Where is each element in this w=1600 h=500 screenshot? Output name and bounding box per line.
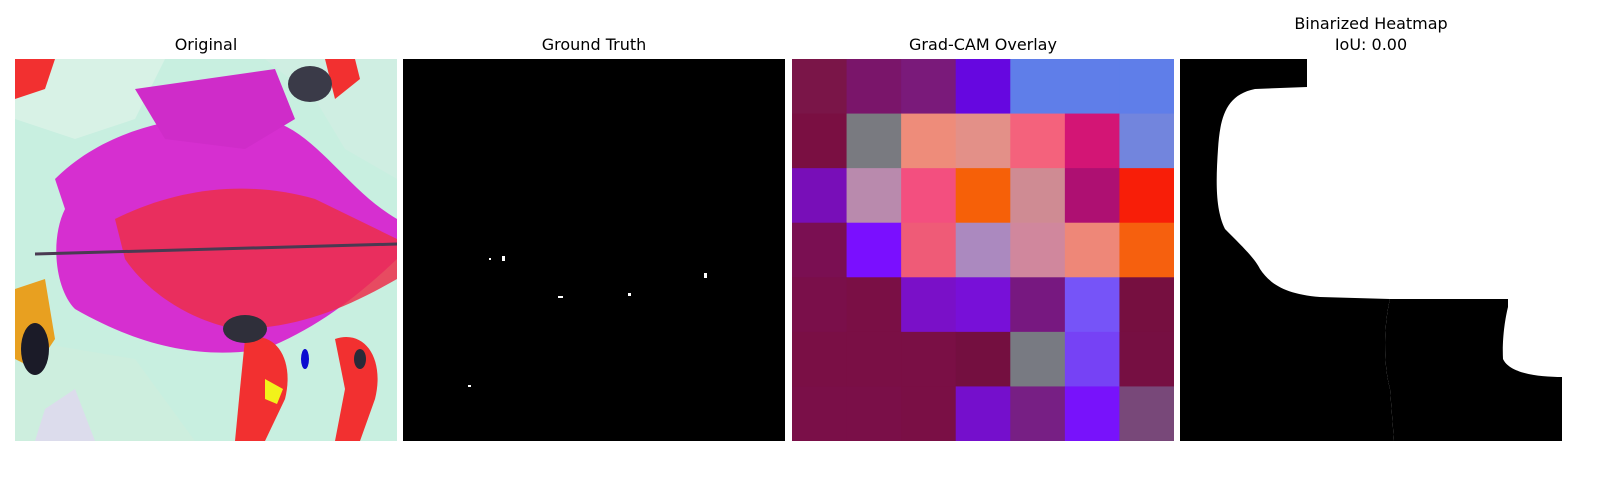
ground-truth-panel: Ground Truth (403, 0, 785, 500)
gradcam-cell (1119, 277, 1174, 333)
gradcam-cell (955, 168, 1011, 224)
gradcam-cell (1119, 113, 1174, 169)
gradcam-cell (901, 168, 957, 224)
binarized-heatmap-image (1180, 59, 1562, 441)
gradcam-cell (1064, 222, 1120, 278)
binarized-panel: Binarized Heatmap IoU: 0.00 (1180, 0, 1562, 500)
gradcam-cell (1010, 331, 1066, 387)
gradcam-cell (1010, 113, 1066, 169)
gradcam-cell (1064, 277, 1120, 333)
original-panel: Original (15, 0, 397, 500)
gradcam-cell (846, 386, 902, 441)
gradcam-cell (1064, 113, 1120, 169)
gradcam-cell (1064, 59, 1120, 115)
gradcam-cell (955, 222, 1011, 278)
gradcam-cell (1010, 59, 1066, 115)
gradcam-cell (1010, 386, 1066, 441)
gradcam-cell (1064, 386, 1120, 441)
gradcam-cell (1010, 277, 1066, 333)
gradcam-cell (1119, 59, 1174, 115)
gradcam-cell (792, 386, 848, 441)
gradcam-cell (792, 222, 848, 278)
original-title: Original (174, 35, 238, 54)
ground-truth-title: Ground Truth (541, 35, 647, 54)
gradcam-cell (901, 331, 957, 387)
gradcam-cell (846, 59, 902, 115)
gradcam-cell (955, 113, 1011, 169)
gradcam-cell (846, 222, 902, 278)
gradcam-cell (846, 331, 902, 387)
original-image (15, 59, 397, 441)
gradcam-cell (792, 331, 848, 387)
gradcam-cell (1119, 331, 1174, 387)
gradcam-cell (1119, 222, 1174, 278)
gradcam-cell (901, 59, 957, 115)
gradcam-overlay-image (792, 59, 1174, 441)
gradcam-cell (901, 222, 957, 278)
gradcam-cell (1064, 331, 1120, 387)
gradcam-cell (1010, 222, 1066, 278)
gradcam-cell (846, 113, 902, 169)
gradcam-cell (1010, 168, 1066, 224)
gradcam-cell (901, 277, 957, 333)
iou-label: IoU: 0.00 (1334, 35, 1408, 54)
gradcam-cell (1119, 386, 1174, 441)
gradcam-cell (955, 59, 1011, 115)
gradcam-cell (955, 277, 1011, 333)
gradcam-cell (901, 386, 957, 441)
gradcam-cell (792, 277, 848, 333)
gradcam-cell (955, 386, 1011, 441)
gradcam-cell (792, 168, 848, 224)
gradcam-cell (901, 113, 957, 169)
gradcam-cell (792, 113, 848, 169)
gradcam-title: Grad-CAM Overlay (909, 35, 1057, 54)
binarized-title: Binarized Heatmap (1294, 14, 1448, 33)
gradcam-panel: Grad-CAM Overlay (792, 0, 1174, 500)
gradcam-cell (1064, 168, 1120, 224)
gradcam-cell (792, 59, 848, 115)
gradcam-cell (846, 277, 902, 333)
gradcam-cell (846, 168, 902, 224)
gradcam-cell (955, 331, 1011, 387)
ground-truth-mask (403, 59, 785, 441)
gradcam-cell (1119, 168, 1174, 224)
